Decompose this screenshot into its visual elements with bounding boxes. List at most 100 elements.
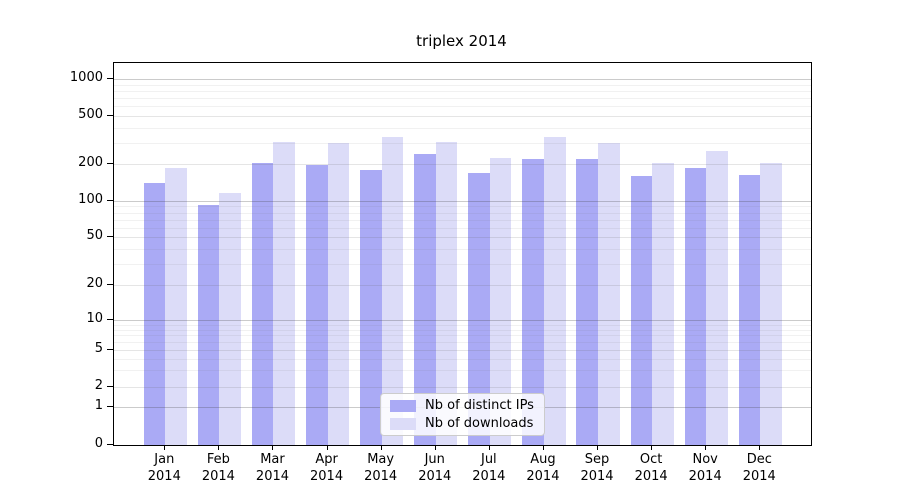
bar-downloads-Jan xyxy=(165,168,187,445)
legend-item-downloads: Nb of downloads xyxy=(381,416,544,431)
bar-downloads-Nov xyxy=(706,151,728,445)
x-axis-tick-Jan xyxy=(164,445,166,450)
bar-downloads-Jun xyxy=(435,141,458,445)
gridline-10 xyxy=(114,320,811,321)
x-axis-tick-Nov xyxy=(705,445,707,450)
y-axis-tick-200 xyxy=(107,163,113,164)
gridline-20 xyxy=(114,285,811,286)
gridline-900 xyxy=(114,84,811,86)
x-axis-label-Jul: Jul 2014 xyxy=(472,452,506,484)
y-axis-tick-0 xyxy=(107,443,113,445)
legend-label-downloads: Nb of downloads xyxy=(425,416,534,431)
gridline-200 xyxy=(114,164,811,165)
bar-ips-Jan xyxy=(143,183,166,445)
gridline-2 xyxy=(114,386,811,388)
y-axis-label-200: 200 xyxy=(78,155,103,170)
y-axis-tick-1 xyxy=(107,406,113,407)
x-axis-tick-Mar xyxy=(272,445,274,450)
y-axis-label-1000: 1000 xyxy=(69,70,103,85)
y-axis-tick-50 xyxy=(107,236,113,237)
x-axis-label-Dec: Dec 2014 xyxy=(742,452,776,484)
x-axis-tick-Apr xyxy=(326,445,328,450)
bar-ips-Apr xyxy=(305,165,328,445)
chart-title: triplex 2014 xyxy=(416,32,507,50)
x-axis-tick-Dec xyxy=(759,445,761,450)
x-axis-label-Oct: Oct 2014 xyxy=(634,452,668,484)
x-axis-label-Aug: Aug 2014 xyxy=(526,452,560,484)
gridline-500 xyxy=(114,116,811,117)
x-axis-label-Nov: Nov 2014 xyxy=(688,452,722,484)
gridline-600 xyxy=(114,106,811,108)
x-axis-tick-Sep xyxy=(597,445,599,450)
gridline-5 xyxy=(114,350,811,351)
y-axis-tick-100 xyxy=(107,200,113,201)
gridline-400 xyxy=(114,127,811,129)
legend-label-distinct-ips: Nb of distinct IPs xyxy=(425,398,534,413)
gridline-700 xyxy=(114,98,811,100)
bar-downloads-Feb xyxy=(219,193,241,445)
gridline-90 xyxy=(114,206,811,208)
x-axis-label-Jan: Jan 2014 xyxy=(147,452,181,484)
y-axis-label-5: 5 xyxy=(94,341,103,356)
gridline-50 xyxy=(114,237,811,238)
bar-ips-Feb xyxy=(197,204,220,445)
y-axis-label-500: 500 xyxy=(78,107,103,122)
bar-ips-Oct xyxy=(630,175,653,445)
y-axis-tick-10 xyxy=(107,319,113,320)
gridline-70 xyxy=(114,219,811,221)
y-axis-tick-2 xyxy=(107,385,113,387)
bar-ips-Mar xyxy=(251,163,274,445)
x-axis-tick-Feb xyxy=(218,445,220,450)
x-axis-label-Feb: Feb 2014 xyxy=(201,452,235,484)
legend-item-distinct-ips: Nb of distinct IPs xyxy=(381,398,544,413)
gridline-6 xyxy=(114,342,811,344)
gridline-30 xyxy=(114,263,811,265)
x-axis-label-Apr: Apr 2014 xyxy=(310,452,344,484)
bar-ips-Aug xyxy=(522,158,544,445)
x-axis-label-Mar: Mar 2014 xyxy=(255,452,290,484)
x-axis-tick-Jun xyxy=(434,445,436,450)
x-axis-tick-May xyxy=(380,445,382,450)
y-axis-tick-5 xyxy=(107,349,113,350)
legend: Nb of distinct IPs Nb of downloads xyxy=(380,393,545,436)
y-axis-label-0: 0 xyxy=(94,435,103,451)
gridline-1000 xyxy=(114,79,811,80)
legend-swatch-downloads-icon xyxy=(390,417,416,430)
x-axis-label-Sep: Sep 2014 xyxy=(580,452,614,484)
x-axis-label-May: May 2014 xyxy=(364,452,398,484)
gridline-4 xyxy=(114,358,811,360)
x-axis-tick-Jul xyxy=(488,445,490,450)
gridline-7 xyxy=(114,335,811,337)
gridline-40 xyxy=(114,248,811,250)
bar-downloads-Aug xyxy=(543,136,566,445)
y-axis-label-100: 100 xyxy=(78,192,103,207)
gridline-800 xyxy=(114,90,811,92)
gridline-9 xyxy=(114,324,811,326)
bar-downloads-Jul xyxy=(489,157,512,445)
bar-downloads-Sep xyxy=(598,143,620,445)
gridline-100 xyxy=(114,201,811,202)
bar-ips-Jun xyxy=(414,153,436,445)
plot-area xyxy=(113,62,812,446)
gridline-8 xyxy=(114,329,811,331)
x-axis-tick-Oct xyxy=(651,445,653,450)
y-axis-tick-1000 xyxy=(107,78,113,79)
y-axis-label-10: 10 xyxy=(86,311,103,326)
y-axis-label-1: 1 xyxy=(94,398,103,413)
bar-ips-May xyxy=(360,169,382,445)
legend-swatch-ips-icon xyxy=(390,399,416,412)
y-axis-label-50: 50 xyxy=(86,228,103,243)
y-axis-label-2: 2 xyxy=(94,377,103,393)
gridline-300 xyxy=(114,142,811,144)
bar-ips-Dec xyxy=(738,175,761,445)
x-axis-label-Jun: Jun 2014 xyxy=(418,452,452,484)
y-axis-tick-20 xyxy=(107,284,113,285)
y-axis-label-20: 20 xyxy=(86,276,103,291)
bar-downloads-Dec xyxy=(760,163,782,445)
y-axis-tick-500 xyxy=(107,115,113,116)
bar-ips-Sep xyxy=(576,159,598,445)
bar-downloads-Mar xyxy=(273,141,296,445)
gridline-80 xyxy=(114,212,811,214)
gridline-60 xyxy=(114,227,811,229)
